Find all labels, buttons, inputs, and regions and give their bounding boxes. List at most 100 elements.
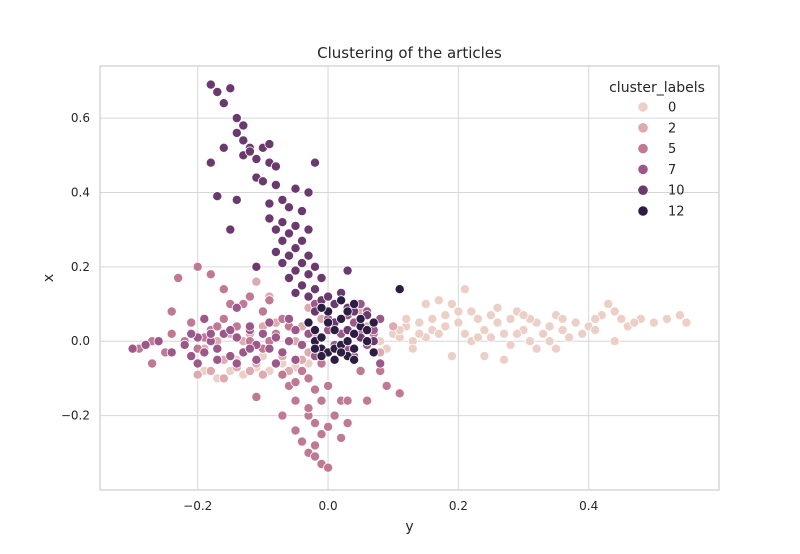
data-point-cluster-0 xyxy=(401,313,412,324)
data-point-cluster-10 xyxy=(238,135,249,146)
data-point-cluster-5 xyxy=(173,272,184,283)
x-tick-label: 0.2 xyxy=(449,499,468,513)
data-point-cluster-0 xyxy=(544,321,555,332)
data-point-cluster-10 xyxy=(251,261,262,272)
data-point-cluster-12 xyxy=(303,317,314,328)
data-point-cluster-10 xyxy=(342,265,353,276)
data-point-cluster-7 xyxy=(290,325,301,336)
data-point-cluster-12 xyxy=(342,336,353,347)
data-point-cluster-7 xyxy=(283,313,294,324)
data-point-cluster-10 xyxy=(218,98,229,109)
legend-label: 12 xyxy=(668,205,685,220)
y-axis-label: x xyxy=(41,274,57,282)
data-point-cluster-10 xyxy=(270,246,281,257)
data-point-cluster-0 xyxy=(498,328,509,339)
data-point-cluster-10 xyxy=(251,153,262,164)
data-point-cluster-0 xyxy=(557,325,568,336)
data-point-cluster-7 xyxy=(270,332,281,343)
plot-area xyxy=(99,65,720,491)
data-point-cluster-7 xyxy=(231,332,242,343)
data-point-cluster-12 xyxy=(316,351,327,362)
legend-label: 7 xyxy=(668,163,676,178)
data-point-cluster-10 xyxy=(270,179,281,190)
legend-marker xyxy=(637,143,649,155)
data-point-cluster-12 xyxy=(349,354,360,365)
data-point-cluster-0 xyxy=(472,332,483,343)
data-point-cluster-7 xyxy=(283,336,294,347)
data-point-cluster-12 xyxy=(316,332,327,343)
y-tick-label: 0.4 xyxy=(71,185,90,199)
data-point-cluster-10 xyxy=(303,250,314,261)
data-point-cluster-0 xyxy=(570,317,581,328)
data-point-cluster-5 xyxy=(303,403,314,414)
data-point-cluster-7 xyxy=(140,339,151,350)
data-point-cluster-7 xyxy=(296,339,307,350)
data-point-cluster-5 xyxy=(166,328,177,339)
data-point-cluster-7 xyxy=(192,358,203,369)
data-point-cluster-5 xyxy=(342,395,353,406)
data-point-cluster-5 xyxy=(309,440,320,451)
data-point-cluster-7 xyxy=(199,313,210,324)
data-point-cluster-10 xyxy=(264,198,275,209)
data-point-cluster-7 xyxy=(264,343,275,354)
data-point-cluster-7 xyxy=(212,354,223,365)
legend: cluster_labels 0 2 5 7 10 12 xyxy=(609,80,705,220)
data-point-cluster-12 xyxy=(362,325,373,336)
data-point-cluster-12 xyxy=(336,295,347,306)
data-point-cluster-12 xyxy=(336,313,347,324)
data-point-cluster-12 xyxy=(342,306,353,317)
data-point-cluster-10 xyxy=(231,113,242,124)
data-point-cluster-10 xyxy=(283,202,294,213)
data-point-cluster-2 xyxy=(192,369,203,380)
data-point-cluster-0 xyxy=(648,317,659,328)
data-point-cluster-0 xyxy=(427,313,438,324)
data-point-cluster-12 xyxy=(336,347,347,358)
data-point-cluster-10 xyxy=(309,284,320,295)
data-point-cluster-5 xyxy=(329,410,340,421)
data-point-cluster-12 xyxy=(349,328,360,339)
data-point-cluster-7 xyxy=(244,343,255,354)
data-point-cluster-0 xyxy=(492,317,503,328)
data-point-cluster-5 xyxy=(323,421,334,432)
data-point-cluster-12 xyxy=(349,343,360,354)
data-point-cluster-0 xyxy=(446,351,457,362)
data-point-cluster-10 xyxy=(290,220,301,231)
data-point-cluster-0 xyxy=(603,298,614,309)
data-point-cluster-10 xyxy=(316,272,327,283)
data-point-cluster-10 xyxy=(212,87,223,98)
data-point-cluster-10 xyxy=(205,157,216,168)
legend-marker xyxy=(637,163,649,175)
x-tick-label: 0.4 xyxy=(579,499,598,513)
data-point-cluster-7 xyxy=(186,328,197,339)
data-point-cluster-0 xyxy=(459,284,470,295)
y-tick-label: 0.6 xyxy=(71,111,90,125)
data-point-cluster-5 xyxy=(205,269,216,280)
data-point-cluster-5 xyxy=(192,261,203,272)
data-point-cluster-10 xyxy=(277,258,288,269)
data-point-cluster-10 xyxy=(270,224,281,235)
data-point-cluster-5 xyxy=(166,306,177,317)
data-point-cluster-5 xyxy=(323,380,334,391)
data-point-cluster-5 xyxy=(290,395,301,406)
legend-label: 2 xyxy=(668,121,676,136)
data-point-cluster-5 xyxy=(186,317,197,328)
data-point-cluster-2 xyxy=(218,373,229,384)
data-point-cluster-12 xyxy=(394,284,405,295)
data-point-cluster-10 xyxy=(225,224,236,235)
data-point-cluster-10 xyxy=(231,194,242,205)
legend-label: 5 xyxy=(668,142,676,157)
data-point-cluster-10 xyxy=(290,243,301,254)
data-point-cluster-10 xyxy=(277,194,288,205)
data-point-cluster-0 xyxy=(420,298,431,309)
data-point-cluster-7 xyxy=(166,347,177,358)
x-tick-label: −0.2 xyxy=(183,499,212,513)
y-tick-label: −0.2 xyxy=(61,409,90,423)
data-point-cluster-10 xyxy=(309,261,320,272)
data-point-cluster-5 xyxy=(257,306,268,317)
data-point-cluster-10 xyxy=(225,83,236,94)
data-point-cluster-0 xyxy=(453,317,464,328)
data-point-cluster-10 xyxy=(303,187,314,198)
data-point-cluster-0 xyxy=(609,306,620,317)
